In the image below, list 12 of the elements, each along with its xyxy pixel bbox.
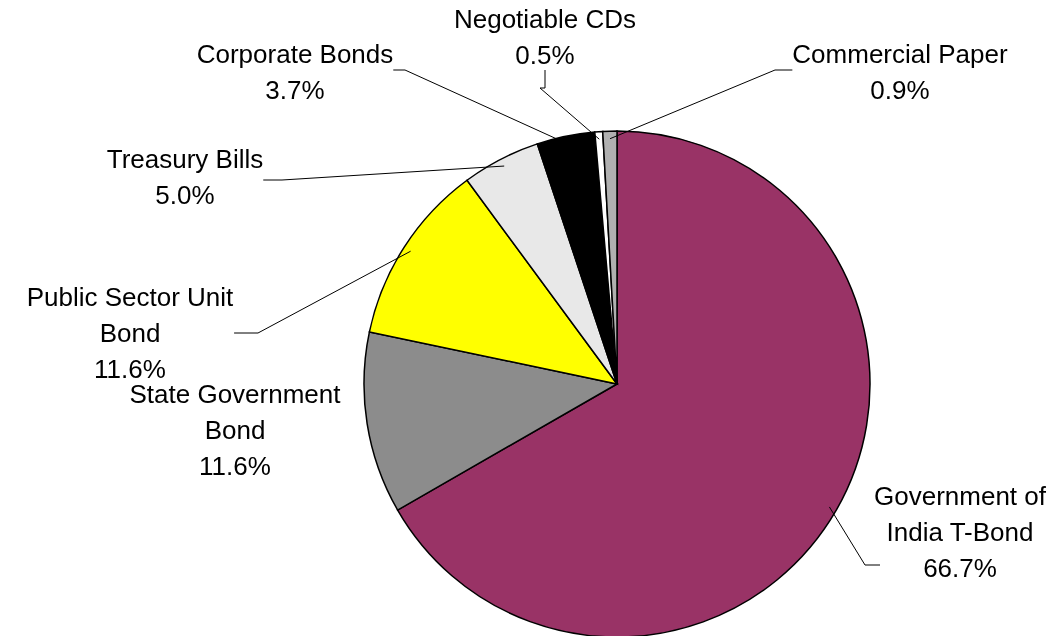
- data-label: 11.6%: [199, 451, 271, 481]
- slice-label: Government of India T-Bond: [874, 481, 1047, 547]
- slice-label: Negotiable CDs: [453, 4, 637, 34]
- slice-label: Treasury Bills: [106, 144, 264, 174]
- slice-label: Corporate Bonds: [196, 39, 394, 69]
- data-label: 3.7%: [265, 75, 325, 105]
- data-label: 0.9%: [870, 75, 930, 105]
- data-label: 5.0%: [155, 180, 215, 210]
- slice-label: Commercial Paper: [792, 39, 1008, 69]
- slice-label: Public Sector Unit Bond: [26, 282, 235, 348]
- data-label: 66.7%: [923, 553, 997, 583]
- data-label: 0.5%: [515, 40, 575, 70]
